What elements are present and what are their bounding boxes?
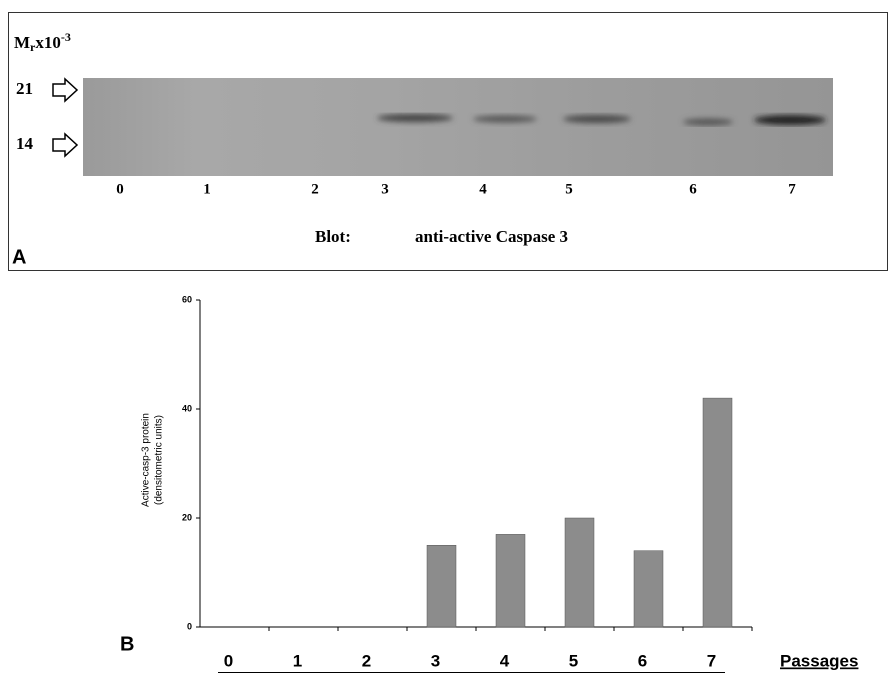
x-tick-label: 0 — [224, 651, 233, 670]
blot-antibody: anti-active Caspase 3 — [415, 227, 568, 246]
lane-label: 7 — [788, 181, 796, 197]
y-tick-label: 60 — [182, 294, 192, 304]
lane-label: 2 — [311, 181, 319, 197]
x-tick-label: 7 — [707, 651, 716, 670]
marker-label: 14 — [16, 134, 34, 153]
bar — [565, 518, 594, 627]
marker-label: 21 — [16, 79, 33, 98]
bar — [496, 534, 525, 627]
blot-prefix: Blot: — [315, 227, 351, 246]
figure: Mrx10-3 21 14 Blot: anti-active Caspase … — [0, 0, 896, 673]
bar — [703, 398, 732, 627]
bar — [634, 551, 663, 627]
x-tick-label: 4 — [500, 651, 510, 670]
y-tick-label: 20 — [182, 512, 192, 522]
panel-label: A — [12, 246, 26, 268]
y-tick-label: 40 — [182, 403, 192, 413]
arrow — [53, 79, 77, 101]
lane-label: 5 — [565, 181, 573, 197]
x-tick-label: 3 — [431, 651, 440, 670]
lane-label: 6 — [689, 181, 697, 197]
lane-label: 3 — [381, 181, 389, 197]
mr-label: Mrx10-3 — [14, 30, 71, 54]
bar — [427, 545, 456, 627]
y-axis-label: (densitometric units) — [154, 415, 165, 505]
lane-label: 0 — [116, 181, 124, 197]
y-tick-label: 0 — [187, 621, 192, 631]
lane-label: 4 — [479, 181, 487, 197]
x-tick-label: 5 — [569, 651, 578, 670]
blot-image — [83, 78, 833, 176]
x-tick-label: 1 — [293, 651, 302, 670]
lane-label: 1 — [203, 181, 211, 197]
x-tick-label: 2 — [362, 651, 371, 670]
x-tick-label: 6 — [638, 651, 647, 670]
y-axis-label: Active-casp-3 protein — [141, 413, 152, 507]
arrow — [53, 134, 77, 156]
panel-label: B — [120, 633, 134, 655]
x-axis-label: Passages — [780, 651, 858, 670]
